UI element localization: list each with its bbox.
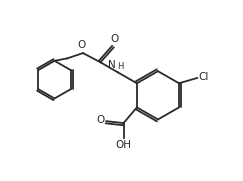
Text: O: O (78, 40, 86, 50)
Text: OH: OH (115, 140, 131, 150)
Text: O: O (96, 115, 104, 125)
Text: N: N (108, 60, 116, 70)
Text: Cl: Cl (198, 72, 208, 83)
Text: O: O (110, 34, 119, 44)
Text: H: H (117, 62, 124, 71)
